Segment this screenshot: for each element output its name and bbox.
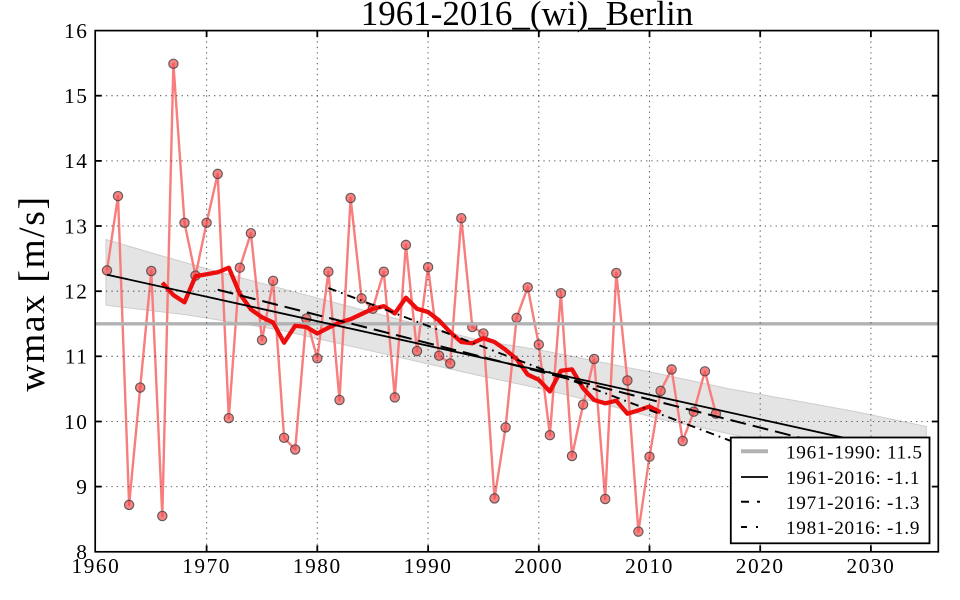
svg-text:1970: 1970 — [182, 554, 231, 578]
svg-text:8: 8 — [76, 540, 88, 564]
svg-text:1971-2016: -1.3: 1971-2016: -1.3 — [786, 493, 920, 514]
svg-text:1961-1990: 11.5: 1961-1990: 11.5 — [786, 443, 923, 464]
svg-text:15: 15 — [64, 84, 88, 108]
svg-text:wmax [m/s]: wmax [m/s] — [12, 195, 53, 391]
svg-text:1961-2016: -1.1: 1961-2016: -1.1 — [786, 468, 920, 489]
svg-text:2010: 2010 — [625, 554, 674, 578]
svg-text:14: 14 — [64, 149, 88, 173]
svg-text:2000: 2000 — [514, 554, 563, 578]
svg-text:10: 10 — [64, 410, 88, 434]
svg-text:1981-2016: -1.9: 1981-2016: -1.9 — [786, 518, 920, 539]
svg-text:9: 9 — [76, 475, 88, 499]
svg-text:2020: 2020 — [736, 554, 785, 578]
svg-text:16: 16 — [64, 19, 88, 43]
svg-text:1960: 1960 — [72, 554, 121, 578]
svg-text:2030: 2030 — [847, 554, 896, 578]
svg-text:12: 12 — [64, 280, 88, 304]
svg-text:11: 11 — [65, 345, 89, 369]
svg-text:1990: 1990 — [404, 554, 453, 578]
svg-text:13: 13 — [64, 214, 88, 238]
svg-text:1961-2016_(wi)_Berlin: 1961-2016_(wi)_Berlin — [361, 0, 693, 33]
svg-text:1980: 1980 — [293, 554, 342, 578]
